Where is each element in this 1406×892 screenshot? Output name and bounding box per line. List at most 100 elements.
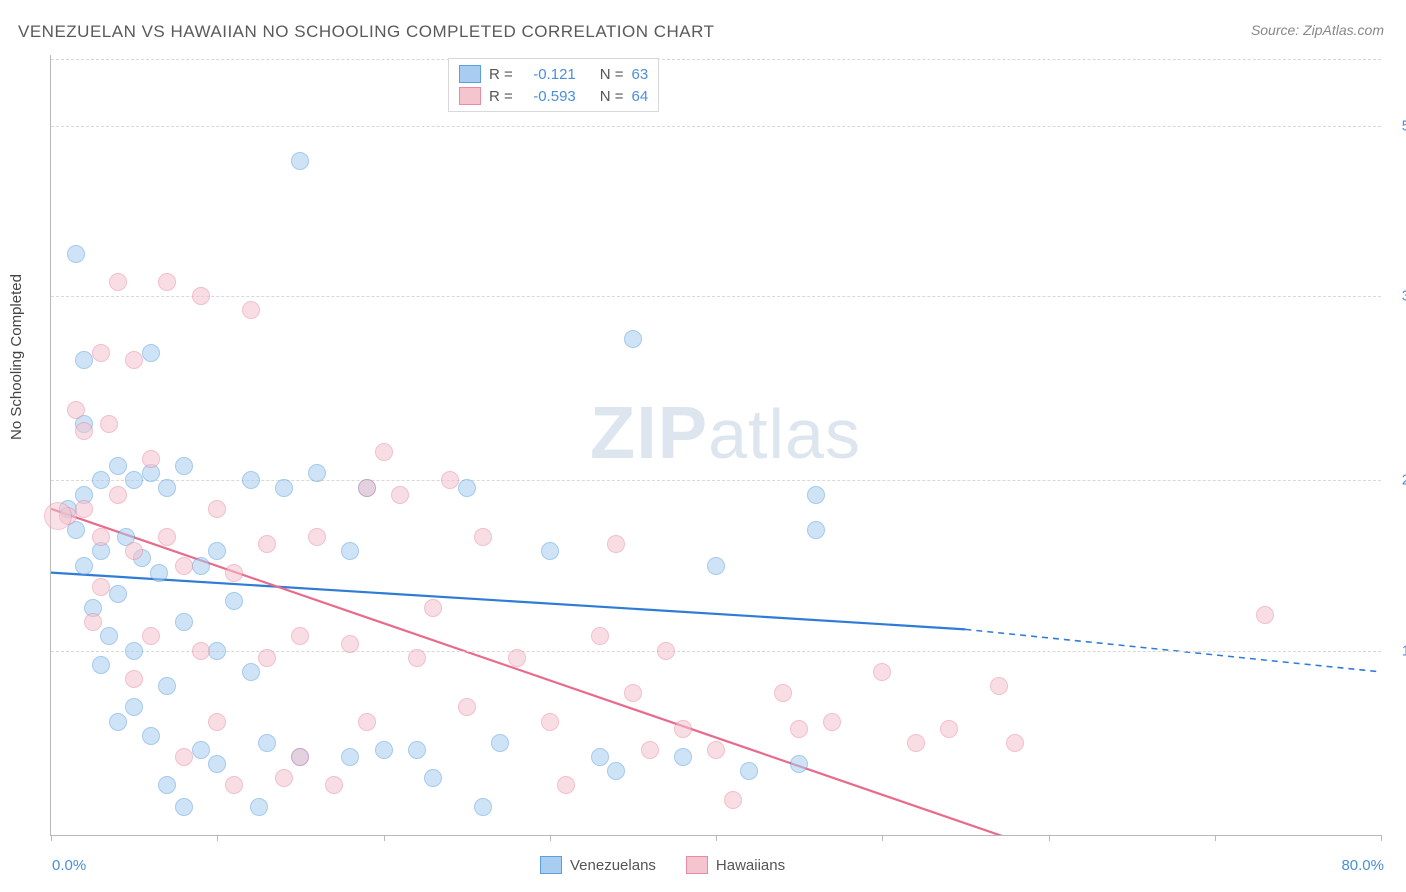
x-tick: [51, 835, 52, 841]
data-point-venezuelans: [474, 798, 492, 816]
r-label: R =: [489, 66, 513, 83]
data-point-hawaiians: [258, 535, 276, 553]
data-point-hawaiians: [724, 791, 742, 809]
data-point-hawaiians: [641, 741, 659, 759]
data-point-venezuelans: [208, 642, 226, 660]
data-point-venezuelans: [100, 627, 118, 645]
data-point-venezuelans: [242, 663, 260, 681]
n-label: N =: [600, 88, 624, 105]
legend-stat-row-venezuelans: R =-0.121N =63: [459, 63, 648, 85]
data-point-hawaiians: [192, 642, 210, 660]
data-point-venezuelans: [258, 734, 276, 752]
data-point-hawaiians: [258, 649, 276, 667]
r-label: R =: [489, 88, 513, 105]
data-point-venezuelans: [291, 152, 309, 170]
data-point-venezuelans: [624, 330, 642, 348]
data-point-venezuelans: [175, 613, 193, 631]
data-point-venezuelans: [125, 471, 143, 489]
x-tick: [384, 835, 385, 841]
data-point-hawaiians: [557, 776, 575, 794]
gridline: [51, 126, 1381, 127]
data-point-hawaiians: [508, 649, 526, 667]
data-point-hawaiians: [325, 776, 343, 794]
data-point-hawaiians: [823, 713, 841, 731]
data-point-hawaiians: [125, 542, 143, 560]
x-tick: [882, 835, 883, 841]
data-point-hawaiians: [125, 670, 143, 688]
data-point-hawaiians: [109, 486, 127, 504]
data-point-venezuelans: [607, 762, 625, 780]
data-point-venezuelans: [275, 479, 293, 497]
data-point-venezuelans: [341, 542, 359, 560]
data-point-hawaiians: [291, 627, 309, 645]
n-value: 63: [632, 66, 649, 83]
data-point-hawaiians: [474, 528, 492, 546]
data-point-venezuelans: [674, 748, 692, 766]
data-point-venezuelans: [125, 642, 143, 660]
data-point-hawaiians: [92, 528, 110, 546]
data-point-venezuelans: [242, 471, 260, 489]
legend-item-venezuelans: Venezuelans: [540, 856, 656, 874]
data-point-venezuelans: [740, 762, 758, 780]
x-tick: [1049, 835, 1050, 841]
series-legend: Venezuelans Hawaiians: [540, 856, 785, 874]
data-point-hawaiians: [67, 401, 85, 419]
r-value: -0.593: [521, 88, 576, 105]
data-point-venezuelans: [250, 798, 268, 816]
data-point-hawaiians: [607, 535, 625, 553]
data-point-venezuelans: [109, 585, 127, 603]
data-point-hawaiians: [624, 684, 642, 702]
data-point-venezuelans: [75, 351, 93, 369]
x-tick: [550, 835, 551, 841]
data-point-venezuelans: [458, 479, 476, 497]
data-point-venezuelans: [807, 486, 825, 504]
data-point-hawaiians: [208, 500, 226, 518]
data-point-venezuelans: [125, 698, 143, 716]
data-point-venezuelans: [308, 464, 326, 482]
source-label: Source: ZipAtlas.com: [1251, 22, 1384, 38]
data-point-hawaiians: [458, 698, 476, 716]
data-point-venezuelans: [375, 741, 393, 759]
data-point-hawaiians: [208, 713, 226, 731]
data-point-hawaiians: [242, 301, 260, 319]
data-point-hawaiians: [375, 443, 393, 461]
data-point-venezuelans: [707, 557, 725, 575]
x-label-max: 80.0%: [1341, 857, 1384, 874]
data-point-venezuelans: [158, 776, 176, 794]
data-point-hawaiians: [92, 344, 110, 362]
data-point-venezuelans: [591, 748, 609, 766]
x-tick: [716, 835, 717, 841]
data-point-venezuelans: [109, 457, 127, 475]
data-point-venezuelans: [158, 479, 176, 497]
gridline: [51, 59, 1381, 60]
data-point-hawaiians: [940, 720, 958, 738]
data-point-venezuelans: [208, 755, 226, 773]
gridline: [51, 651, 1381, 652]
legend-swatch: [686, 856, 708, 874]
data-point-venezuelans: [192, 557, 210, 575]
data-point-hawaiians: [391, 486, 409, 504]
data-point-hawaiians: [109, 273, 127, 291]
data-point-hawaiians: [158, 528, 176, 546]
data-point-hawaiians: [1006, 734, 1024, 752]
x-label-min: 0.0%: [52, 857, 86, 874]
data-point-hawaiians: [790, 720, 808, 738]
data-point-hawaiians: [225, 776, 243, 794]
y-tick-label: 3.8%: [1402, 288, 1406, 305]
data-point-hawaiians: [774, 684, 792, 702]
data-point-hawaiians: [75, 500, 93, 518]
data-point-venezuelans: [225, 592, 243, 610]
data-point-venezuelans: [341, 748, 359, 766]
data-point-hawaiians: [142, 450, 160, 468]
data-point-hawaiians: [341, 635, 359, 653]
legend-stat-row-hawaiians: R =-0.593N =64: [459, 85, 648, 107]
data-point-venezuelans: [142, 344, 160, 362]
data-point-hawaiians: [408, 649, 426, 667]
legend-label: Hawaiians: [716, 857, 785, 874]
data-point-venezuelans: [158, 677, 176, 695]
data-point-hawaiians: [142, 627, 160, 645]
data-point-venezuelans: [142, 727, 160, 745]
data-point-hawaiians: [1256, 606, 1274, 624]
data-point-hawaiians: [441, 471, 459, 489]
legend-swatch-venezuelans: [459, 65, 481, 83]
